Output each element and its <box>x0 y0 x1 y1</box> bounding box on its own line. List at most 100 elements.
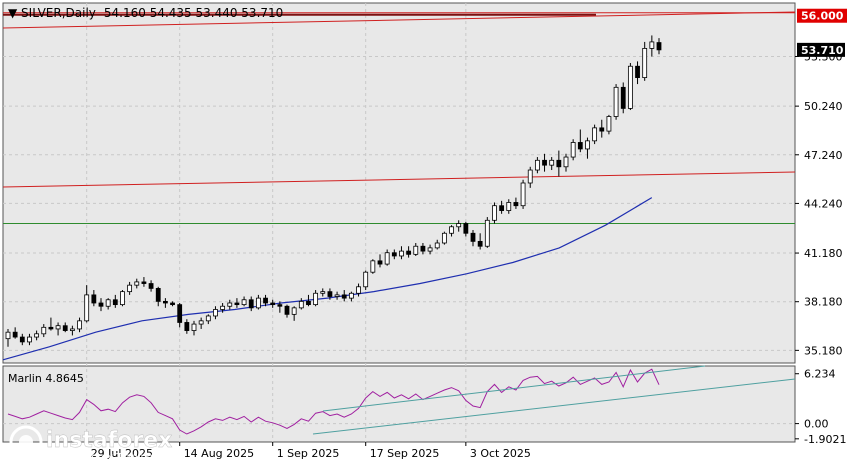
candle-body <box>170 302 175 306</box>
candle-body <box>284 305 290 315</box>
candle-body <box>499 205 505 211</box>
channel-upper-line <box>322 365 706 412</box>
symbol-arrow-icon[interactable]: ▼ <box>8 6 21 20</box>
candles <box>5 35 662 347</box>
candle-body <box>184 322 190 331</box>
indicator-pane[interactable] <box>2 365 796 443</box>
candle-body <box>420 245 426 252</box>
candle-body <box>12 331 18 338</box>
level-price-label: 56.000 <box>801 10 844 23</box>
candle-body <box>141 281 147 284</box>
time-tick-label: 29 Jul 2025 <box>91 447 153 460</box>
candle-body <box>534 159 540 171</box>
ohlc-label: 54.160 54.435 53.440 53.710 <box>104 6 283 20</box>
candle-body <box>320 291 326 294</box>
candle-body <box>441 232 447 244</box>
candle-body <box>127 284 133 293</box>
candle-body <box>470 232 476 242</box>
candle-body <box>134 281 140 286</box>
candle-body <box>220 305 226 310</box>
candle-body <box>306 300 311 306</box>
candle-body <box>112 299 118 306</box>
level-price-tag <box>797 8 847 23</box>
horizontal-levels <box>3 12 795 225</box>
indicator-label: Marlin 4.8645 <box>8 372 84 385</box>
candle-body <box>162 300 168 304</box>
watermark-tagline: Instant Forex Trading <box>48 452 153 463</box>
candle-body <box>48 326 54 330</box>
time-tick-label: 1 Sep 2025 <box>277 447 340 460</box>
candle-body <box>449 226 454 234</box>
candle-body <box>120 291 125 306</box>
candle-body <box>463 223 469 234</box>
price-tick-label: 41.180 <box>804 247 843 260</box>
candle-body <box>577 142 583 150</box>
candle-body <box>613 86 619 117</box>
candle-body <box>98 302 104 307</box>
moving-average <box>2 197 653 361</box>
upper-trend-line <box>2 11 796 29</box>
logo-icon <box>9 425 43 459</box>
oscillator <box>3 365 796 435</box>
candle-body <box>327 291 333 297</box>
candle-body <box>255 297 261 309</box>
price-tick-label: 38.180 <box>804 296 843 309</box>
candle-body <box>377 260 383 265</box>
watermark-logo: instaforex Instant Forex Trading <box>6 420 196 464</box>
candle-body <box>291 307 297 315</box>
candle-body <box>270 302 276 306</box>
candle-body <box>27 336 32 343</box>
candle-body <box>427 247 433 252</box>
price-axis: 35.18038.18041.18044.24047.24050.24053.3… <box>795 8 847 446</box>
candle-body <box>55 325 61 330</box>
main-pane[interactable] <box>2 2 796 364</box>
candle-body <box>556 159 562 168</box>
candle-body <box>656 42 662 51</box>
candle-body <box>570 142 576 158</box>
price-tick-label: 47.240 <box>804 149 843 162</box>
indicator-tick-label: -1.9021 <box>804 433 846 446</box>
candle-body <box>627 65 633 109</box>
candle-body <box>41 326 47 335</box>
candle-body <box>363 271 369 288</box>
current-price-tag <box>797 42 845 57</box>
candle-body <box>484 219 490 247</box>
candle-body <box>456 223 462 228</box>
candle-body <box>105 299 111 307</box>
candle-body <box>635 65 640 78</box>
candle-body <box>313 292 319 306</box>
candle-body <box>62 325 68 331</box>
lower-trend-line <box>2 171 796 188</box>
time-tick-label: 14 Aug 2025 <box>184 447 254 460</box>
candle-body <box>277 304 283 307</box>
candle-body <box>649 41 655 49</box>
channel-lower-line <box>312 378 796 435</box>
candle-body <box>69 328 75 331</box>
candle-body <box>263 297 268 304</box>
candle-body <box>84 294 90 322</box>
candle-body <box>413 245 419 255</box>
trend-lines <box>2 11 796 188</box>
candle-body <box>248 299 254 309</box>
candle-body <box>213 309 218 317</box>
candle-body <box>492 205 497 221</box>
current-price-label: 53.710 <box>801 44 844 57</box>
candle-body <box>77 320 82 330</box>
candle-body <box>177 304 183 323</box>
price-tick-label: 35.180 <box>804 344 843 357</box>
candle-body <box>5 331 11 340</box>
candle-body <box>19 336 25 343</box>
time-axis: 29 Jul 2025 14 Aug 2025 1 Sep 2025 17 Sep 2… <box>86 442 531 460</box>
candle-body <box>606 116 612 132</box>
header-label: ▼ SILVER,Daily 54.160 54.435 53.440 53.71… <box>8 6 283 20</box>
candle-body <box>384 252 390 265</box>
candle-body <box>592 127 598 142</box>
candle-body <box>542 159 547 166</box>
candle-body <box>406 250 412 255</box>
candle-body <box>298 300 304 309</box>
candle-body <box>148 283 154 289</box>
candle-body <box>620 86 626 109</box>
candle-body <box>549 159 555 166</box>
candle-body <box>356 286 361 294</box>
